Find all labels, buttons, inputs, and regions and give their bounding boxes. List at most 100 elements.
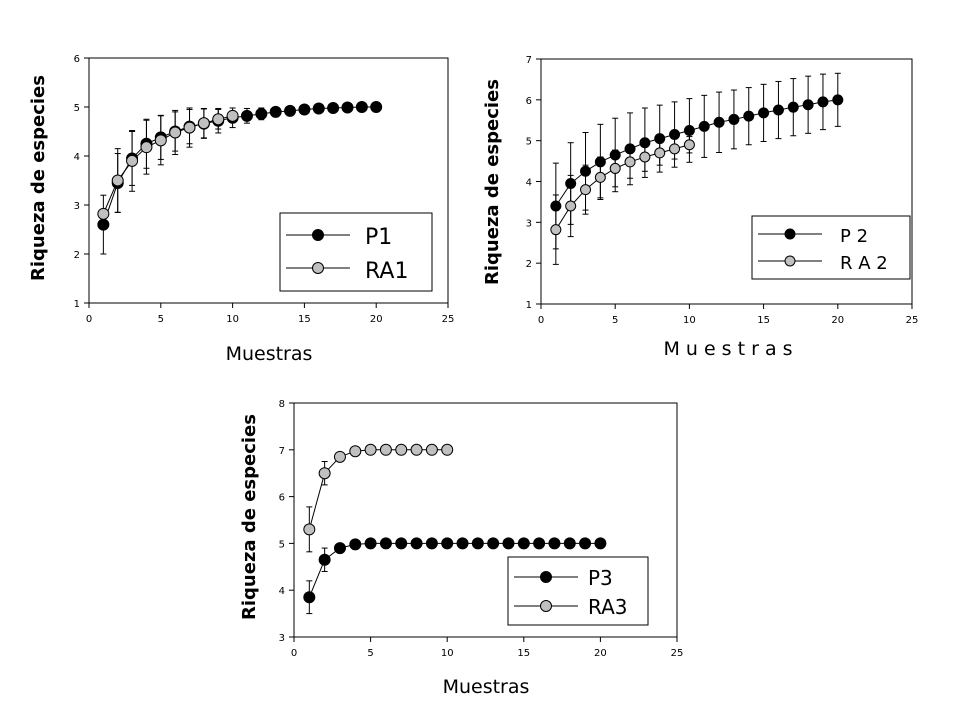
y-axis-label: Riqueza de especies [482, 79, 503, 285]
data-point [303, 523, 316, 536]
data-point [609, 162, 621, 174]
data-point [364, 537, 377, 550]
series-ra1 [97, 107, 239, 220]
data-point [550, 224, 562, 236]
data-point [226, 109, 239, 122]
y-tick-label: 2 [74, 250, 80, 261]
y-tick-label: 7 [526, 55, 532, 66]
series-line [555, 144, 690, 230]
data-point [817, 96, 829, 108]
legend: P3 RA3 [507, 556, 649, 626]
data-point [579, 537, 592, 550]
x-tick-label: 0 [538, 315, 544, 326]
data-point [410, 537, 423, 550]
y-tick-label: 6 [526, 96, 532, 107]
data-point [425, 443, 438, 456]
data-point [580, 184, 592, 196]
legend-label-ra3: RA3 [588, 595, 628, 619]
data-point [563, 537, 576, 550]
y-tick-label: 5 [74, 103, 80, 114]
data-point [410, 443, 423, 456]
x-tick-label: 5 [158, 314, 164, 325]
data-point [713, 116, 725, 128]
data-point [298, 103, 311, 116]
data-point [772, 104, 784, 116]
data-point [312, 102, 325, 115]
series-line [308, 449, 448, 530]
y-tick-label: 3 [279, 633, 285, 644]
data-point [395, 537, 408, 550]
legend-marker-p3 [540, 571, 552, 583]
x-tick-label: 20 [594, 648, 607, 659]
data-point [333, 450, 346, 463]
chart-p3-ra3: Riqueza de especies Muestras 0 5 10 15 20 25 3… [239, 399, 683, 698]
data-point [533, 537, 546, 550]
data-point [154, 134, 167, 147]
x-axis-label: M u e s t r a s [663, 338, 792, 360]
data-point [341, 101, 354, 114]
legend: P1 RA1 [279, 212, 433, 292]
y-tick-label: 4 [526, 178, 532, 189]
x-tick-label: 15 [757, 315, 770, 326]
data-point [97, 218, 110, 231]
data-point [594, 171, 606, 183]
data-point [169, 126, 182, 139]
x-tick-label: 10 [683, 315, 696, 326]
data-point [269, 105, 282, 118]
axis-ticks: 0 5 10 15 20 25 3 4 5 6 7 8 [279, 399, 684, 659]
y-tick-label: 4 [279, 586, 285, 597]
legend: P 2 R A 2 [751, 215, 911, 280]
x-tick-label: 10 [226, 314, 239, 325]
data-point [698, 120, 710, 132]
y-tick-label: 3 [74, 201, 80, 212]
y-tick-label: 4 [74, 152, 80, 163]
legend-marker-p1 [312, 229, 324, 241]
data-point [318, 467, 331, 480]
y-tick-label: 5 [526, 137, 532, 148]
legend-marker-ra2 [784, 255, 796, 267]
data-point [370, 101, 383, 113]
x-tick-label: 0 [86, 314, 92, 325]
x-tick-label: 10 [441, 648, 454, 659]
y-axis-label: Riqueza de especies [239, 414, 260, 620]
data-point [669, 143, 681, 155]
series-ra3 [303, 443, 454, 553]
data-point [197, 117, 210, 130]
series-layer [303, 443, 607, 615]
y-tick-label: 3 [526, 218, 532, 229]
y-tick-label: 1 [526, 300, 532, 311]
x-tick-label: 25 [442, 314, 455, 325]
data-point [728, 113, 740, 125]
data-point [333, 542, 346, 555]
y-tick-label: 2 [526, 259, 532, 270]
series-line [102, 115, 233, 215]
chart-p2-ra2: Riqueza de especies M u e s t r a s 0 5 10… [482, 55, 918, 360]
y-tick-label: 6 [279, 493, 285, 504]
data-point [379, 537, 392, 550]
series-layer [550, 72, 844, 265]
legend-marker-ra3 [540, 600, 552, 612]
data-point [743, 110, 755, 122]
data-point [654, 147, 666, 159]
y-tick-label: 1 [74, 299, 80, 310]
data-point [639, 151, 651, 163]
y-tick-label: 6 [74, 54, 80, 65]
legend-label-p2: P 2 [840, 226, 868, 247]
legend-marker-ra1 [312, 262, 324, 274]
data-point [502, 537, 515, 550]
data-point [364, 443, 377, 456]
legend-label-ra2: R A 2 [840, 253, 888, 274]
x-axis-label: Muestras [443, 676, 530, 698]
data-point [456, 537, 469, 550]
data-point [111, 174, 124, 187]
legend-label-p1: P1 [365, 225, 392, 250]
y-tick-label: 5 [279, 539, 285, 550]
x-tick-label: 25 [671, 648, 684, 659]
legend-box [751, 215, 911, 280]
data-point [517, 537, 530, 550]
legend-marker-p2 [784, 228, 796, 240]
data-point [669, 129, 681, 141]
data-point [565, 200, 577, 212]
data-point [212, 113, 225, 126]
